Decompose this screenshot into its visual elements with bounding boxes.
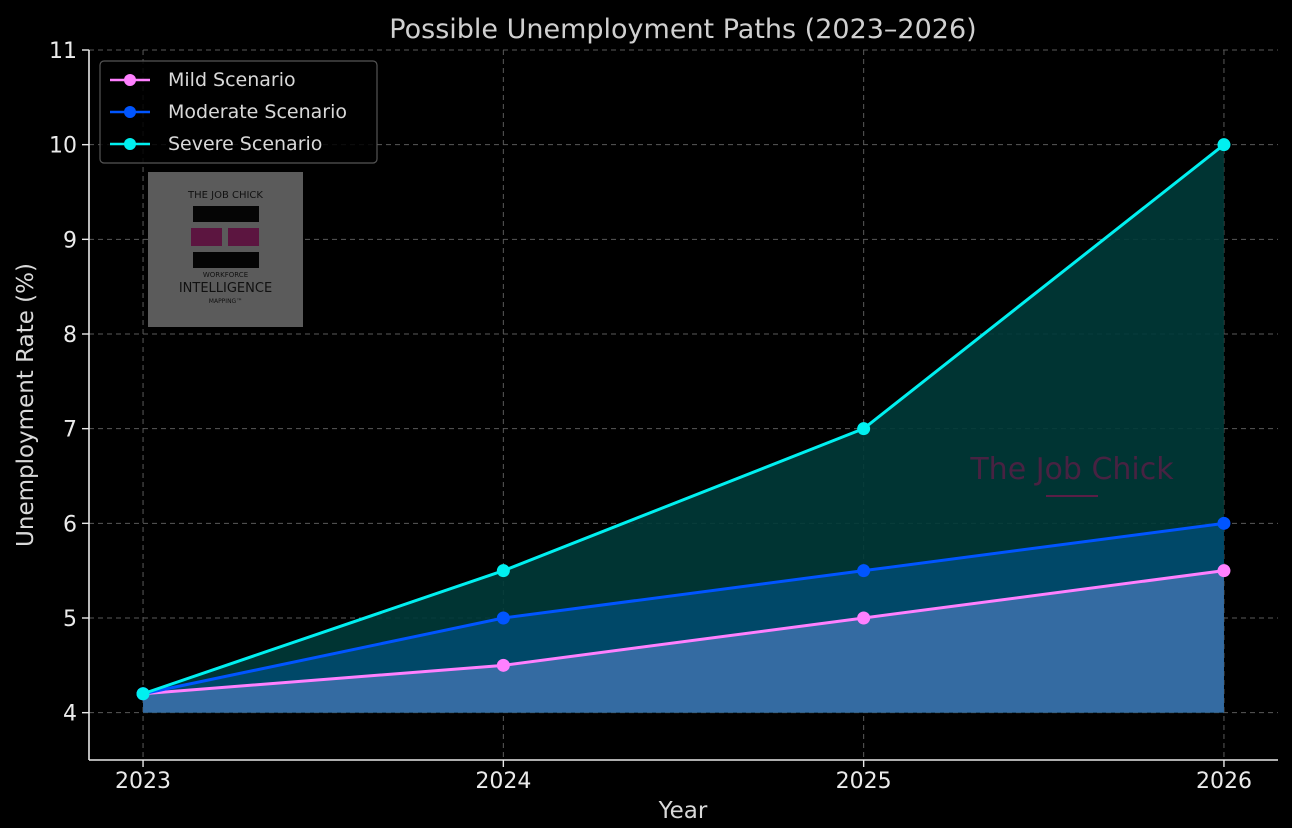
legend-item-moderate: Moderate Scenario: [110, 101, 347, 123]
chart-title: Possible Unemployment Paths (2023–2026): [389, 14, 976, 45]
data-point-severe-2024: [496, 564, 510, 578]
y-axis-label: Unemployment Rate (%): [13, 263, 39, 547]
data-point-moderate-2026: [1217, 516, 1231, 530]
data-point-moderate-2024: [496, 611, 510, 625]
data-point-mild-2024: [496, 658, 510, 672]
logo-line-2: INTELLIGENCE: [179, 281, 272, 296]
legend-label-mild: Mild Scenario: [168, 69, 296, 91]
logo-bar-top: [193, 206, 259, 222]
watermark: The Job Chick: [969, 452, 1174, 497]
ticks: 4 5 6 7 8 9 10 11 2023 2024 2025 2026: [49, 39, 1252, 794]
logo-line-3: MAPPING™: [209, 298, 242, 305]
legend-item-mild: Mild Scenario: [110, 69, 296, 91]
y-tick-label-9: 9: [63, 228, 77, 253]
y-tick-label-5: 5: [63, 607, 77, 632]
data-point-severe-2026: [1217, 138, 1231, 152]
axes: [88, 50, 1278, 761]
logo-block-left: [191, 228, 222, 246]
y-tick-label-4: 4: [63, 702, 77, 727]
legend-label-severe: Severe Scenario: [168, 133, 322, 155]
series-line-moderate: [142, 521, 1225, 696]
data-point-mild-2026: [1217, 564, 1231, 578]
y-tick-label-11: 11: [49, 39, 77, 64]
watermark-text: The Job Chick: [969, 452, 1174, 487]
data-point-severe-2023: [136, 687, 150, 701]
data-point-moderate-2025: [857, 564, 871, 578]
x-tick-label-2024: 2024: [475, 769, 531, 794]
y-tick-label-10: 10: [49, 134, 77, 159]
series-line-severe: [142, 143, 1225, 696]
legend-marker-severe: [124, 138, 136, 150]
y-tick-label-6: 6: [63, 512, 77, 537]
series-line-mild: [142, 569, 1225, 696]
logo-bar-bottom: [193, 252, 259, 268]
series-lines: [136, 138, 1231, 701]
x-tick-label-2025: 2025: [836, 769, 892, 794]
data-point-severe-2025: [857, 422, 871, 436]
legend-item-severe: Severe Scenario: [110, 133, 322, 155]
legend-label-moderate: Moderate Scenario: [168, 101, 347, 123]
logo-block-right: [228, 228, 259, 246]
x-axis-label: Year: [658, 798, 708, 824]
brand-logo: THE JOB CHICK WORKFORCE INTELLIGENCE MAP…: [148, 172, 303, 327]
logo-background: [148, 172, 303, 327]
legend-marker-mild: [124, 74, 136, 86]
legend: Mild Scenario Moderate Scenario Severe S…: [99, 60, 378, 164]
y-tick-label-7: 7: [63, 418, 77, 443]
y-tick-label-8: 8: [63, 323, 77, 348]
x-tick-label-2023: 2023: [115, 769, 171, 794]
legend-box: [99, 60, 378, 164]
logo-top-text: THE JOB CHICK: [187, 190, 263, 201]
logo-line-1: WORKFORCE: [203, 271, 248, 279]
legend-marker-moderate: [124, 106, 136, 118]
x-tick-label-2026: 2026: [1196, 769, 1252, 794]
data-point-mild-2025: [857, 611, 871, 625]
